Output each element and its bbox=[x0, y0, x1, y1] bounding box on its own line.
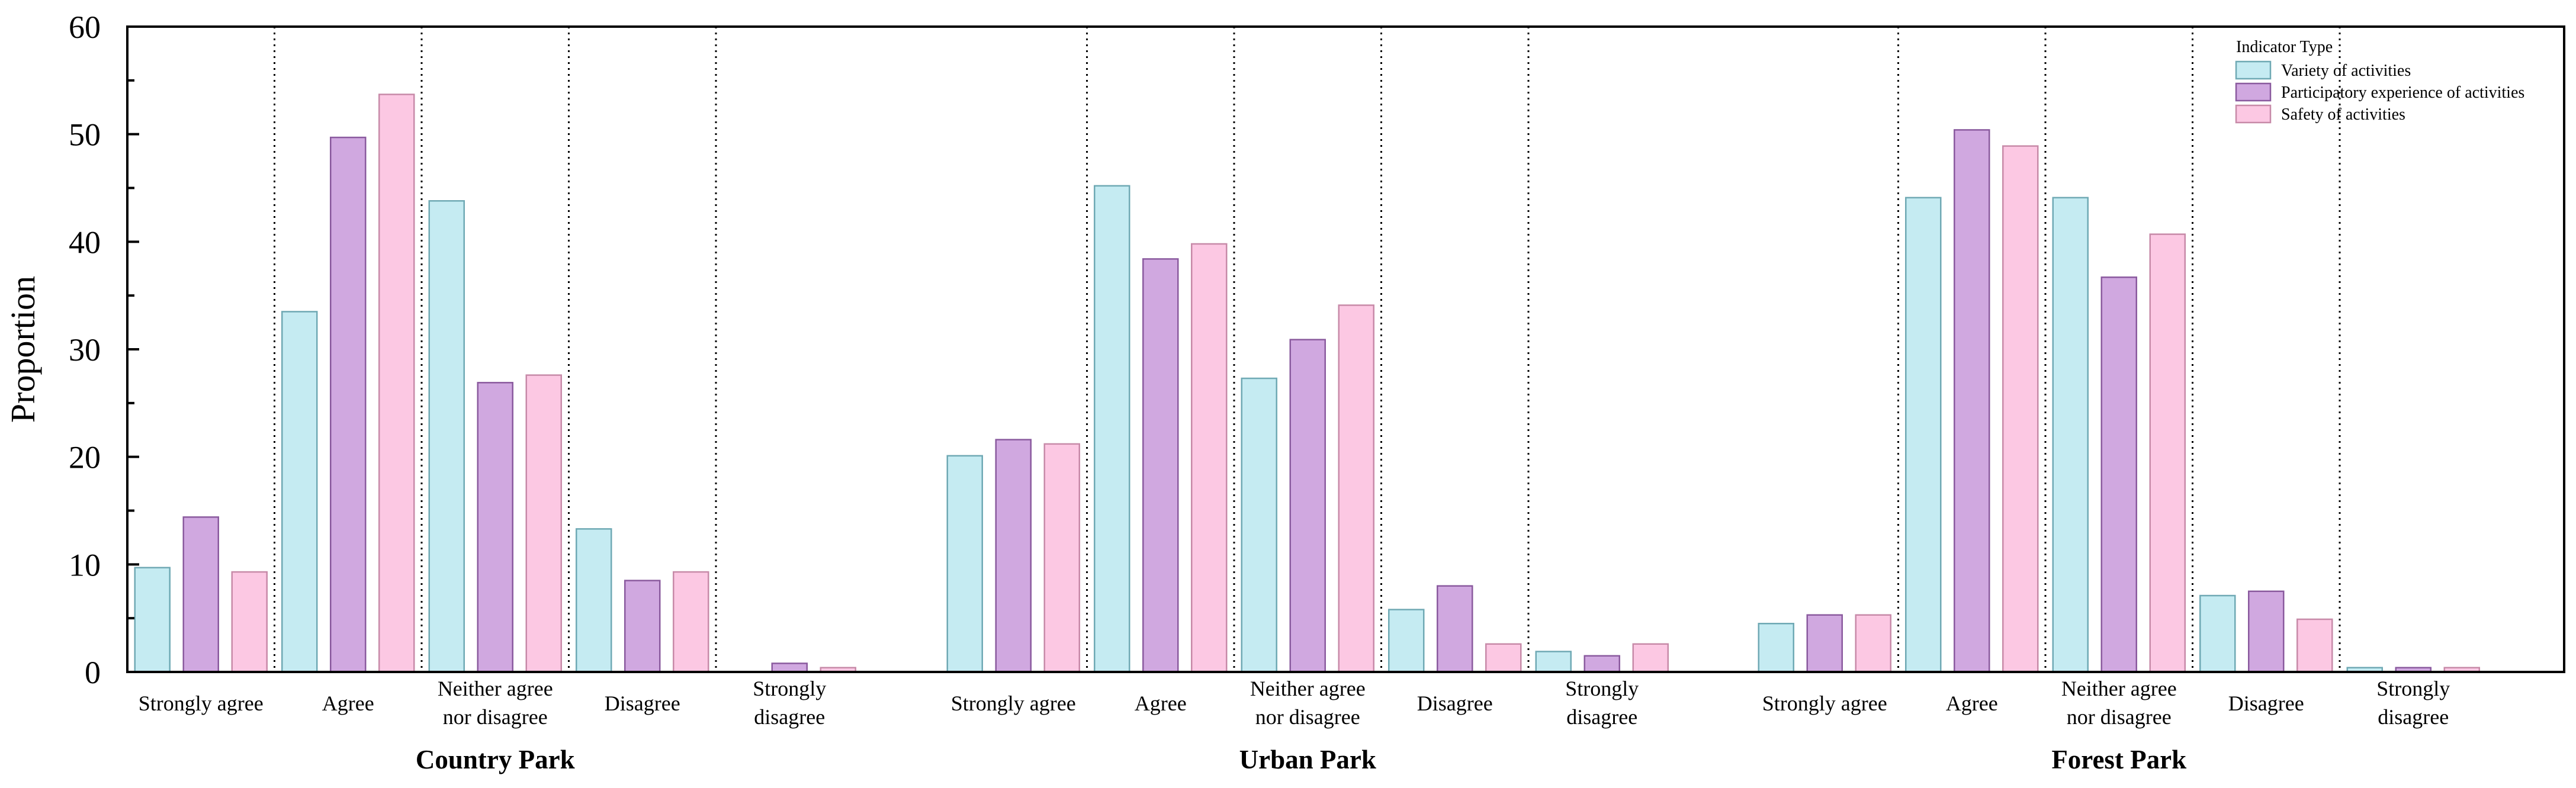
bar bbox=[946, 455, 983, 673]
bar bbox=[281, 311, 318, 673]
bar bbox=[378, 94, 415, 673]
bar bbox=[2149, 233, 2186, 673]
bar bbox=[1437, 585, 1473, 673]
bar bbox=[1632, 643, 1669, 673]
bar bbox=[1043, 443, 1080, 673]
bar bbox=[1758, 623, 1794, 673]
category-label: disagree bbox=[2378, 705, 2449, 729]
category-label: Disagree bbox=[1417, 691, 1493, 715]
y-tick-label: 30 bbox=[69, 332, 101, 368]
legend-label: Variety of activities bbox=[2281, 62, 2411, 80]
bar bbox=[1583, 655, 1620, 673]
bar bbox=[624, 580, 661, 673]
legend-swatch bbox=[2235, 60, 2272, 80]
bar bbox=[1535, 651, 1572, 673]
legend-title: Indicator Type bbox=[2236, 38, 2333, 56]
bar bbox=[1954, 129, 1990, 673]
category-label: Disagree bbox=[2228, 691, 2304, 715]
y-tick-label: 60 bbox=[69, 9, 101, 45]
bar bbox=[2100, 276, 2137, 673]
category-label: Strongly bbox=[753, 677, 826, 700]
category-label: Disagree bbox=[605, 691, 680, 715]
bar bbox=[1191, 243, 1228, 673]
category-label: Agree bbox=[1946, 691, 1998, 715]
category-label: Neither agree bbox=[438, 677, 553, 700]
category-label: disagree bbox=[754, 705, 825, 729]
group-label: Forest Park bbox=[2051, 745, 2186, 774]
category-label: nor disagree bbox=[1255, 705, 1360, 729]
bar bbox=[673, 571, 709, 673]
legend-label: Safety of activities bbox=[2281, 105, 2405, 124]
legend-swatch bbox=[2235, 104, 2272, 124]
legend-label: Participatory experience of activities bbox=[2281, 83, 2524, 102]
bar bbox=[428, 200, 465, 673]
bar bbox=[134, 567, 171, 673]
category-label: disagree bbox=[1566, 705, 1637, 729]
category-label: Neither agree bbox=[2061, 677, 2177, 700]
category-label: Strongly bbox=[2376, 677, 2450, 700]
bar bbox=[525, 374, 562, 673]
bar bbox=[1241, 377, 1277, 673]
category-label: Agree bbox=[322, 691, 374, 715]
y-tick-label: 10 bbox=[69, 547, 101, 583]
legend-swatch bbox=[2235, 82, 2272, 102]
y-axis-label: Proportion bbox=[4, 276, 42, 423]
category-label: Strongly agree bbox=[1762, 691, 1887, 715]
category-label: nor disagree bbox=[2067, 705, 2172, 729]
bar bbox=[2296, 618, 2333, 673]
y-tick-label: 50 bbox=[69, 117, 101, 153]
bar bbox=[1485, 643, 1522, 673]
y-tick-label: 20 bbox=[69, 440, 101, 475]
bar bbox=[182, 516, 219, 673]
y-tick-label: 0 bbox=[85, 655, 101, 690]
bar bbox=[576, 528, 612, 673]
category-label: Agree bbox=[1135, 691, 1187, 715]
category-label: Strongly bbox=[1565, 677, 1639, 700]
category-label: Strongly agree bbox=[951, 691, 1076, 715]
bar bbox=[1094, 185, 1130, 673]
bar bbox=[2199, 594, 2236, 673]
bar bbox=[2002, 145, 2039, 673]
group-label: Country Park bbox=[416, 745, 575, 774]
group-label: Urban Park bbox=[1239, 745, 1376, 774]
category-label: Neither agree bbox=[1250, 677, 1366, 700]
bar bbox=[1905, 197, 1942, 673]
bar bbox=[1388, 609, 1425, 673]
bar bbox=[1806, 614, 1843, 673]
bar bbox=[477, 382, 513, 673]
bar bbox=[995, 439, 1032, 673]
bar bbox=[1855, 614, 1891, 673]
bar bbox=[1289, 339, 1326, 673]
bar bbox=[2052, 197, 2089, 673]
bar bbox=[1338, 304, 1374, 673]
bar bbox=[771, 662, 808, 673]
bar bbox=[1142, 258, 1179, 673]
bar bbox=[2248, 590, 2285, 673]
bar bbox=[330, 136, 367, 673]
category-label: nor disagree bbox=[443, 705, 548, 729]
bar bbox=[231, 571, 268, 673]
y-tick-label: 40 bbox=[69, 224, 101, 260]
category-label: Strongly agree bbox=[139, 691, 264, 715]
